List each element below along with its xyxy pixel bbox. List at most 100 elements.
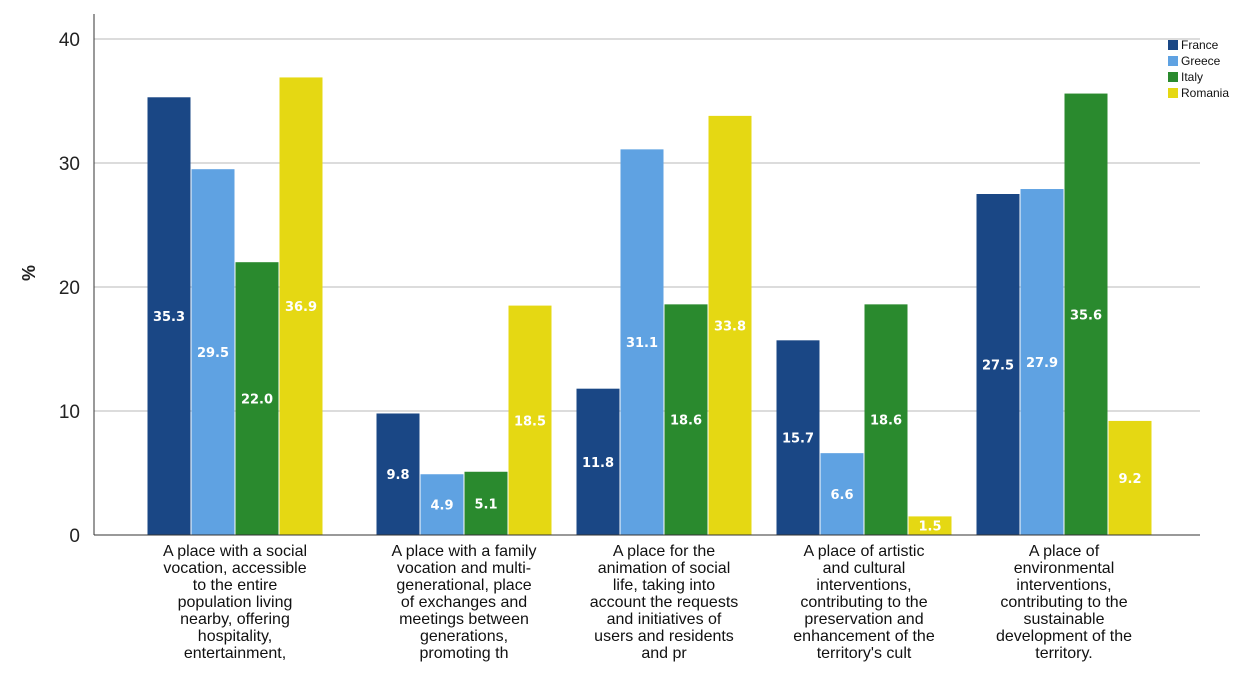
data-label: 9.8 bbox=[386, 468, 409, 483]
x-tick-label-line: users and residents bbox=[594, 628, 734, 645]
bar-italy bbox=[864, 304, 908, 535]
x-tick-label-line: A place of artistic bbox=[803, 543, 925, 560]
x-tick-label-line: to the entire bbox=[192, 577, 278, 594]
legend-label: Greece bbox=[1181, 54, 1221, 68]
x-tick-label-line: and initiatives of bbox=[606, 611, 722, 628]
x-tick-label-line: territory's cult bbox=[816, 645, 912, 662]
value-labels: 35.3 29.5 22.0 36.9 9.8 4.9 5.1 18.5 11.8 31.1 18.… bbox=[153, 300, 1142, 534]
x-tick-label-line: hospitality, bbox=[197, 628, 273, 645]
data-label: 35.3 bbox=[153, 310, 185, 325]
x-tick-label-line: entertainment, bbox=[183, 645, 287, 662]
data-label: 11.8 bbox=[582, 456, 614, 471]
x-tick-label-line: vocation, accessible bbox=[163, 560, 307, 577]
x-tick-label-line: promoting th bbox=[419, 645, 509, 662]
bar-greece bbox=[820, 453, 864, 535]
x-tick-label-line: environmental bbox=[1013, 560, 1115, 577]
y-tick-label: 30 bbox=[59, 154, 80, 175]
data-label: 18.5 bbox=[514, 414, 546, 429]
x-tick-label-line: generations, bbox=[419, 628, 509, 645]
bar-france bbox=[576, 388, 620, 535]
legend-swatch bbox=[1168, 40, 1178, 50]
x-tick-label-line: A place with a social bbox=[162, 543, 308, 560]
bar-greece bbox=[420, 474, 464, 535]
data-label: 35.6 bbox=[1070, 308, 1102, 323]
x-tick-label-line: preservation and bbox=[804, 611, 924, 628]
x-tick-label-line: enhancement of the bbox=[793, 628, 935, 645]
y-tick-labels: 0 10 20 30 40 bbox=[59, 30, 80, 547]
data-label: 29.5 bbox=[197, 346, 229, 361]
data-label: 27.9 bbox=[1026, 356, 1058, 371]
data-label: 33.8 bbox=[714, 319, 746, 334]
legend-item-greece: Greece bbox=[1168, 53, 1246, 69]
data-label: 18.6 bbox=[870, 414, 902, 429]
bars bbox=[147, 77, 1152, 536]
x-tick-label-line: meetings between bbox=[399, 611, 529, 628]
y-tick-label: 40 bbox=[59, 30, 80, 51]
legend-swatch bbox=[1168, 88, 1178, 98]
x-tick-label: A place of environmental interventions, con… bbox=[974, 543, 1154, 662]
data-label: 31.1 bbox=[626, 336, 658, 351]
x-tick-label-line: life, taking into bbox=[612, 577, 716, 594]
y-tick-label: 10 bbox=[59, 402, 80, 423]
bar-france bbox=[376, 413, 420, 535]
bar-romania bbox=[908, 516, 952, 535]
x-tick-label-line: contributing to the bbox=[1000, 594, 1128, 611]
legend-item-france: France bbox=[1168, 37, 1246, 53]
y-axis-label: % bbox=[19, 265, 39, 282]
bar-romania bbox=[279, 77, 323, 535]
x-tick-label-line: of exchanges and bbox=[400, 594, 528, 611]
bar-romania bbox=[708, 115, 752, 535]
x-tick-label-line: territory. bbox=[1035, 645, 1093, 662]
bar-greece bbox=[620, 149, 664, 536]
y-tick-label: 0 bbox=[69, 526, 80, 547]
x-tick-label-line: contributing to the bbox=[800, 594, 928, 611]
legend-item-italy: Italy bbox=[1168, 69, 1246, 85]
bar-italy bbox=[664, 304, 708, 535]
bar-france bbox=[776, 340, 820, 535]
x-tick-label-line: A place with a family bbox=[391, 543, 537, 560]
data-label: 36.9 bbox=[285, 300, 317, 315]
data-label: 18.6 bbox=[670, 414, 702, 429]
data-label: 5.1 bbox=[474, 497, 497, 512]
x-tick-label-line: and pr bbox=[641, 645, 687, 662]
bar-italy bbox=[235, 262, 279, 535]
x-tick-label-line: generational, place bbox=[396, 577, 532, 594]
bar-romania bbox=[1108, 420, 1152, 535]
data-label: 1.5 bbox=[918, 520, 941, 535]
x-tick-label-line: animation of social bbox=[597, 560, 731, 577]
y-tick-label: 20 bbox=[59, 278, 80, 299]
x-tick-label-line: account the requests bbox=[589, 594, 739, 611]
x-tick-label: A place with a family vocation and multi-… bbox=[374, 543, 554, 662]
legend-item-romania: Romania bbox=[1168, 85, 1246, 101]
legend-swatch bbox=[1168, 56, 1178, 66]
x-tick-label-line: vocation and multi- bbox=[396, 560, 532, 577]
bar-france bbox=[976, 194, 1020, 535]
x-tick-label: A place for the animation of social life, … bbox=[574, 543, 754, 662]
data-label: 9.2 bbox=[1118, 472, 1141, 487]
legend: France Greece Italy Romania bbox=[1168, 37, 1246, 101]
bar-italy bbox=[1064, 93, 1108, 535]
legend-swatch bbox=[1168, 72, 1178, 82]
bar-italy bbox=[464, 471, 508, 535]
bar-france bbox=[147, 97, 191, 535]
bar-greece bbox=[1020, 189, 1064, 536]
data-label: 22.0 bbox=[241, 393, 273, 408]
x-tick-label: A place of artistic and cultural intervent… bbox=[774, 543, 954, 662]
x-tick-label-line: interventions, bbox=[1016, 577, 1112, 594]
legend-label: Romania bbox=[1181, 86, 1230, 100]
x-tick-label-line: population living bbox=[177, 594, 293, 611]
legend-label: Italy bbox=[1181, 70, 1204, 84]
bar-romania bbox=[508, 305, 552, 535]
x-tick-label-line: and cultural bbox=[822, 560, 906, 577]
legend-label: France bbox=[1181, 38, 1219, 52]
x-tick-label-line: A place of bbox=[1028, 543, 1100, 560]
data-label: 4.9 bbox=[430, 499, 453, 514]
data-label: 15.7 bbox=[782, 432, 814, 447]
x-tick-label-line: nearby, offering bbox=[180, 611, 290, 628]
x-tick-label: A place with a social vocation, accessibl… bbox=[145, 543, 325, 662]
x-tick-label-line: sustainable bbox=[1023, 611, 1105, 628]
data-label: 6.6 bbox=[830, 488, 853, 503]
x-tick-label-line: development of the bbox=[995, 628, 1133, 645]
x-tick-label-line: A place for the bbox=[612, 543, 716, 560]
